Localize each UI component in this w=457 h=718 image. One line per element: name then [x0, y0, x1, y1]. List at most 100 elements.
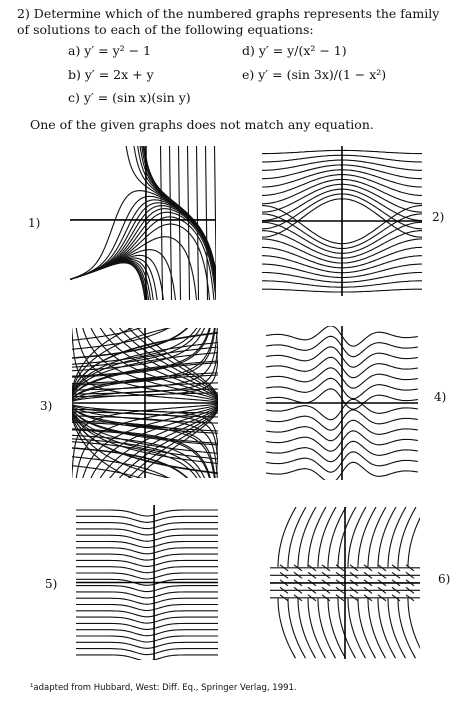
solution-curve	[335, 571, 345, 579]
solution-curve	[387, 598, 406, 659]
solution-curve	[76, 616, 218, 624]
solution-curve	[337, 598, 356, 659]
solution-curve	[99, 328, 218, 401]
solution-curve	[136, 408, 218, 478]
solution-curve	[70, 261, 148, 300]
solution-curve	[317, 598, 336, 659]
solution-curve	[70, 262, 146, 300]
graph-4-plot	[266, 326, 418, 480]
solution-curve	[76, 547, 218, 555]
solution-curve	[127, 407, 218, 478]
solution-curve	[76, 578, 218, 586]
solution-curve	[387, 507, 407, 567]
solution-curve	[377, 586, 387, 594]
solution-curve	[321, 571, 331, 579]
solution-curve	[76, 572, 218, 580]
solution-curve	[75, 403, 218, 478]
solution-curve	[75, 328, 218, 403]
solution-curve	[347, 598, 366, 659]
graph-1-label: 1)	[28, 216, 41, 230]
solution-curve	[72, 456, 170, 478]
solution-curve	[335, 594, 345, 602]
graph-4-label: 4)	[434, 390, 447, 404]
solution-curve	[367, 507, 387, 567]
solution-curve	[349, 571, 359, 579]
solution-curve	[70, 254, 164, 300]
solution-curve	[76, 540, 218, 549]
solution-curve	[327, 507, 347, 567]
solution-curve	[279, 586, 289, 594]
solution-curve	[177, 146, 182, 300]
solution-curve	[363, 594, 373, 602]
solution-curve	[76, 635, 218, 643]
graph-3-plot	[72, 328, 218, 478]
solution-curve	[293, 564, 303, 572]
solution-curve	[195, 146, 200, 300]
solution-curve	[307, 598, 326, 659]
solution-curve	[76, 591, 218, 599]
solution-curve	[279, 571, 289, 579]
solution-curve	[136, 328, 218, 398]
graph-4-panel	[266, 326, 418, 480]
solution-curve	[357, 507, 377, 567]
solution-curve	[307, 564, 317, 572]
solution-curve	[335, 586, 345, 594]
solution-curve	[277, 507, 297, 567]
solution-curve	[204, 146, 209, 300]
graph-2-panel	[262, 146, 422, 296]
solution-curve	[405, 594, 415, 602]
solution-curve	[72, 328, 143, 341]
solution-curve	[76, 559, 218, 567]
solution-curve	[405, 564, 415, 572]
solution-curve	[72, 328, 206, 372]
solution-curve	[76, 585, 218, 593]
solution-curve	[72, 441, 198, 478]
solution-curve	[377, 598, 396, 659]
solution-curve	[72, 328, 188, 359]
solution-curve	[321, 586, 331, 594]
solution-curve	[118, 406, 218, 478]
solution-curve	[321, 564, 331, 572]
graph-5-panel	[76, 505, 218, 660]
solution-curve	[127, 328, 218, 399]
equation-b: b) y′ = 2x + y	[68, 67, 154, 82]
graph-5-plot	[76, 505, 218, 660]
graph-1-plot	[70, 146, 216, 300]
solution-curve	[377, 564, 387, 572]
solution-curve	[82, 404, 218, 478]
solution-curve	[109, 328, 218, 400]
solution-curve	[293, 571, 303, 579]
graph-3-panel	[72, 328, 218, 478]
solution-curve	[363, 564, 373, 572]
solution-curve	[90, 328, 218, 401]
solution-curve	[70, 260, 150, 300]
solution-curve	[279, 564, 289, 572]
solution-curve	[186, 146, 191, 300]
solution-curve	[82, 328, 218, 402]
solution-curve	[405, 586, 415, 594]
solution-curve	[297, 507, 317, 567]
solution-curve	[279, 594, 289, 602]
solution-curve	[307, 586, 317, 594]
solution-curve	[321, 594, 331, 602]
solution-curve	[307, 507, 327, 567]
solution-curve	[363, 586, 373, 594]
solution-curve	[76, 648, 218, 656]
solution-curve	[307, 571, 317, 579]
solution-curve	[76, 528, 218, 536]
graph-6-panel	[270, 507, 420, 659]
solution-curve	[377, 507, 397, 567]
graph-2-label: 2)	[432, 210, 445, 224]
solution-curve	[391, 594, 401, 602]
graph-5-label: 5)	[45, 577, 58, 591]
solution-curve	[337, 507, 357, 567]
solution-curve	[76, 534, 218, 542]
solution-curve	[287, 507, 307, 567]
solution-curve	[377, 571, 387, 579]
solution-curve	[76, 522, 218, 530]
solution-curve	[391, 564, 401, 572]
solution-curve	[363, 571, 373, 579]
solution-curve	[109, 406, 218, 478]
solution-curve	[72, 434, 206, 478]
solution-curve	[76, 515, 218, 523]
